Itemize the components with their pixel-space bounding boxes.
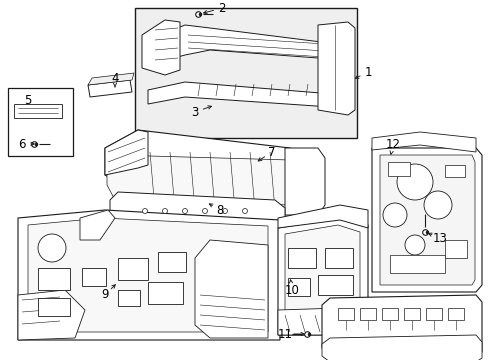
Text: 12: 12 [385, 139, 400, 152]
Bar [444, 240, 466, 258]
Bar [287, 278, 309, 296]
Circle shape [142, 208, 147, 213]
Text: 7: 7 [268, 145, 275, 158]
Text: 4: 4 [111, 72, 119, 85]
Polygon shape [321, 335, 481, 360]
Text: 10: 10 [284, 284, 299, 297]
Text: 13: 13 [432, 231, 447, 244]
Circle shape [396, 164, 432, 200]
Polygon shape [278, 218, 367, 335]
Polygon shape [317, 22, 354, 115]
Polygon shape [195, 240, 267, 338]
Circle shape [382, 203, 406, 227]
Text: 11: 11 [277, 328, 292, 341]
Polygon shape [285, 225, 359, 328]
Polygon shape [371, 148, 481, 292]
Bar [82, 268, 106, 286]
Bar [337, 308, 353, 320]
Polygon shape [18, 210, 280, 340]
Text: 1: 1 [364, 66, 371, 78]
Text: 8: 8 [216, 203, 223, 216]
Bar [325, 248, 352, 268]
Bar [381, 308, 397, 320]
Text: 2: 2 [218, 1, 225, 14]
Bar [118, 290, 140, 306]
Polygon shape [278, 205, 367, 228]
Bar [447, 308, 463, 320]
Polygon shape [28, 218, 267, 332]
Text: 9: 9 [101, 288, 108, 302]
Bar [317, 275, 352, 295]
Bar [425, 308, 441, 320]
Text: 6: 6 [18, 138, 26, 150]
Polygon shape [14, 104, 62, 118]
Polygon shape [107, 155, 307, 205]
Polygon shape [278, 308, 367, 338]
Text: 5: 5 [24, 94, 32, 107]
Circle shape [242, 208, 247, 213]
Bar [38, 298, 70, 316]
Polygon shape [110, 192, 285, 230]
Polygon shape [285, 148, 325, 215]
Bar [387, 162, 409, 176]
Polygon shape [379, 155, 474, 285]
Polygon shape [88, 73, 134, 85]
Circle shape [162, 208, 167, 213]
Bar [158, 252, 185, 272]
Bar [148, 282, 183, 304]
Polygon shape [142, 20, 180, 75]
Circle shape [404, 235, 424, 255]
Bar [118, 258, 148, 280]
Bar [38, 268, 70, 290]
Bar [135, 8, 356, 138]
Circle shape [182, 208, 187, 213]
Bar [287, 248, 315, 268]
Circle shape [202, 208, 207, 213]
Polygon shape [88, 80, 132, 97]
Bar [8, 88, 73, 156]
Polygon shape [321, 295, 481, 358]
Polygon shape [18, 290, 85, 340]
Bar [403, 308, 419, 320]
Bar [359, 308, 375, 320]
Bar [389, 255, 444, 273]
Text: 3: 3 [191, 105, 198, 118]
Polygon shape [148, 25, 345, 65]
Polygon shape [148, 82, 345, 108]
Circle shape [38, 234, 66, 262]
Polygon shape [105, 130, 317, 215]
Polygon shape [371, 132, 475, 152]
Polygon shape [105, 130, 148, 175]
Polygon shape [80, 210, 115, 240]
Circle shape [423, 191, 451, 219]
Bar [444, 165, 464, 177]
Circle shape [222, 208, 227, 213]
